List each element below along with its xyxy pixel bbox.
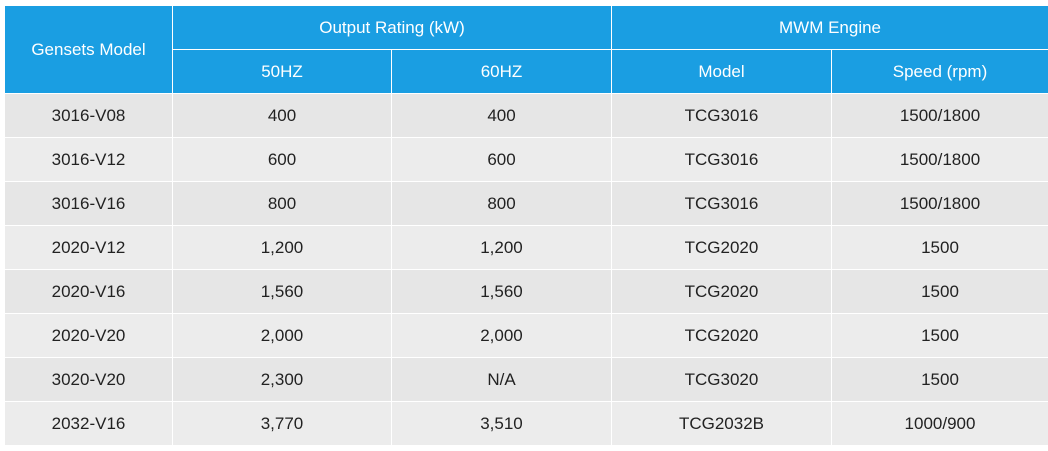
header-row: Gensets Model Output Rating (kW) MWM Eng… bbox=[4, 5, 1048, 94]
table-cell: TCG3016 bbox=[611, 93, 832, 138]
table-row: 3016-V16 800 800 TCG3016 1500/1800 bbox=[4, 181, 1048, 226]
table-row: 3016-V08 400 400 TCG3016 1500/1800 bbox=[4, 93, 1048, 138]
header-cell: Gensets Model bbox=[4, 5, 173, 94]
table-cell: 1000/900 bbox=[831, 401, 1048, 446]
genset-table: Gensets Model Output Rating (kW) MWM Eng… bbox=[4, 5, 1048, 446]
table-cell: 1500 bbox=[831, 225, 1048, 270]
table-cell: 1,560 bbox=[391, 269, 612, 314]
table-cell: 1,200 bbox=[172, 225, 392, 270]
table-body: 3016-V08 400 400 TCG3016 1500/1800 3016-V12 60… bbox=[4, 93, 1048, 446]
header-cell: 60HZ bbox=[391, 49, 612, 94]
header-cell: Output Rating (kW) bbox=[172, 5, 612, 50]
table-cell: TCG3020 bbox=[611, 357, 832, 402]
table-cell: 3020-V20 bbox=[4, 357, 173, 402]
header-cell: MWM Engine bbox=[611, 5, 1048, 50]
table-row: 2020-V12 1,200 1,200 TCG2020 1500 bbox=[4, 225, 1048, 270]
table-cell: 2020-V20 bbox=[4, 313, 173, 358]
table-cell: 600 bbox=[391, 137, 612, 182]
table-cell: 1,200 bbox=[391, 225, 612, 270]
table-row: 3020-V20 2,300 N/A TCG3020 1500 bbox=[4, 357, 1048, 402]
table-cell: 1500/1800 bbox=[831, 181, 1048, 226]
table-cell: 2020-V12 bbox=[4, 225, 173, 270]
header-row: 50HZ 60HZ Model Speed (rpm) bbox=[5, 49, 1048, 94]
table-cell: TCG2020 bbox=[611, 313, 832, 358]
table-cell: 3016-V16 bbox=[4, 181, 173, 226]
table-cell: 2020-V16 bbox=[4, 269, 173, 314]
table-cell: 800 bbox=[172, 181, 392, 226]
table-cell: 3016-V08 bbox=[4, 93, 173, 138]
table-cell: 400 bbox=[391, 93, 612, 138]
table-cell: 1500 bbox=[831, 357, 1048, 402]
table-header: Gensets Model Output Rating (kW) MWM Eng… bbox=[4, 5, 1048, 94]
table-cell: TCG3016 bbox=[611, 137, 832, 182]
table-cell: TCG2020 bbox=[611, 225, 832, 270]
header-cell: Speed (rpm) bbox=[831, 49, 1048, 94]
table-cell: 400 bbox=[172, 93, 392, 138]
table-cell: 1500/1800 bbox=[831, 93, 1048, 138]
table-cell: 2,300 bbox=[172, 357, 392, 402]
table-cell: 3,510 bbox=[391, 401, 612, 446]
table-cell: 800 bbox=[391, 181, 612, 226]
table-cell: 1500 bbox=[831, 269, 1048, 314]
table-cell: 1,560 bbox=[172, 269, 392, 314]
table-row: 3016-V12 600 600 TCG3016 1500/1800 bbox=[4, 137, 1048, 182]
table-cell: 1500 bbox=[831, 313, 1048, 358]
table-cell: 2032-V16 bbox=[4, 401, 173, 446]
table-row: 2020-V16 1,560 1,560 TCG2020 1500 bbox=[4, 269, 1048, 314]
table-cell: 600 bbox=[172, 137, 392, 182]
table-row: 2020-V20 2,000 2,000 TCG2020 1500 bbox=[4, 313, 1048, 358]
table-cell: 3016-V12 bbox=[4, 137, 173, 182]
table-cell: N/A bbox=[391, 357, 612, 402]
header-cell: 50HZ bbox=[172, 49, 392, 94]
table-cell: 2,000 bbox=[172, 313, 392, 358]
table-cell: 1500/1800 bbox=[831, 137, 1048, 182]
table-cell: TCG3016 bbox=[611, 181, 832, 226]
table-cell: TCG2032B bbox=[611, 401, 832, 446]
table-cell: 3,770 bbox=[172, 401, 392, 446]
header-cell: Model bbox=[611, 49, 832, 94]
table-cell: 2,000 bbox=[391, 313, 612, 358]
table-cell: TCG2020 bbox=[611, 269, 832, 314]
table-row: 2032-V16 3,770 3,510 TCG2032B 1000/900 bbox=[4, 401, 1048, 446]
